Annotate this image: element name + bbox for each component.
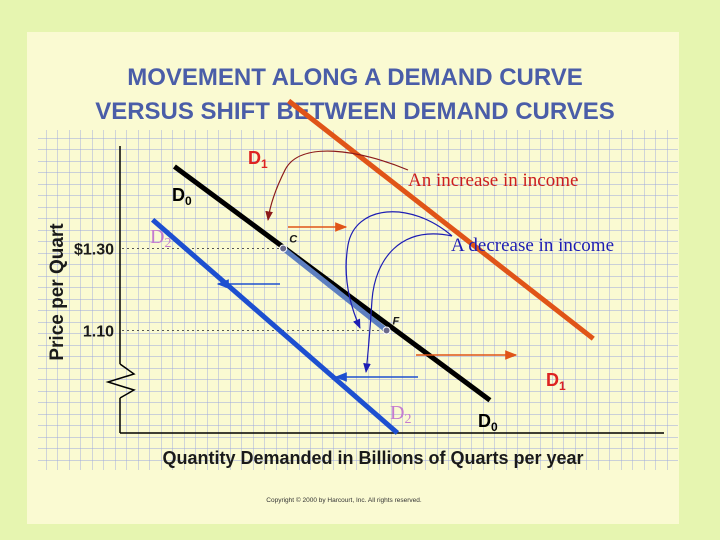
- point-c: [279, 244, 288, 253]
- decrease-pointer-curve-2: [363, 233, 453, 373]
- point-label-f: F: [393, 316, 400, 328]
- curve-label-subscript: 0: [185, 194, 192, 208]
- curve-label-subscript: 2: [164, 236, 171, 251]
- curve-label-subscript: 0: [491, 420, 498, 434]
- annotation-decrease-in-income: A decrease in income: [451, 235, 614, 256]
- increase-pointer-curve: [265, 150, 409, 221]
- title-line-1: MOVEMENT ALONG A DEMAND CURVE: [127, 64, 583, 91]
- x-axis-label: Quantity Demanded in Billions of Quarts …: [162, 448, 583, 468]
- curve-label-subscript: 1: [559, 379, 566, 393]
- demand-curve-d2: [150, 217, 400, 435]
- point-label-c: C: [289, 234, 298, 246]
- annotation-increase-in-income: An increase in income: [408, 170, 578, 191]
- movement-along-d0: [281, 246, 389, 333]
- decrease-pointer-curve-1: [345, 211, 453, 329]
- y-axis-break: [105, 363, 136, 399]
- curve-label-subscript: 2: [404, 412, 411, 427]
- demand-curve-d1: [287, 98, 595, 341]
- copyright-notice: Copyright © 2000 by Harcourt, Inc. All r…: [266, 496, 422, 504]
- point-f: [382, 326, 391, 335]
- demand-curve-d0: [172, 164, 492, 403]
- y-tick-label: $1.30: [74, 242, 114, 259]
- y-axis-label: Price per Quart: [47, 223, 68, 361]
- title-line-2: VERSUS SHIFT BETWEEN DEMAND CURVES: [95, 98, 615, 125]
- curve-label-subscript: 1: [261, 157, 268, 171]
- y-tick-label: 1.10: [83, 324, 114, 341]
